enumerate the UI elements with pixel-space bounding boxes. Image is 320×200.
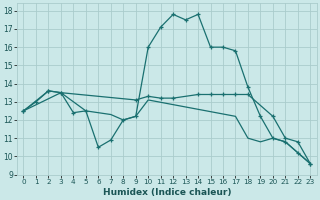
X-axis label: Humidex (Indice chaleur): Humidex (Indice chaleur) <box>103 188 231 197</box>
